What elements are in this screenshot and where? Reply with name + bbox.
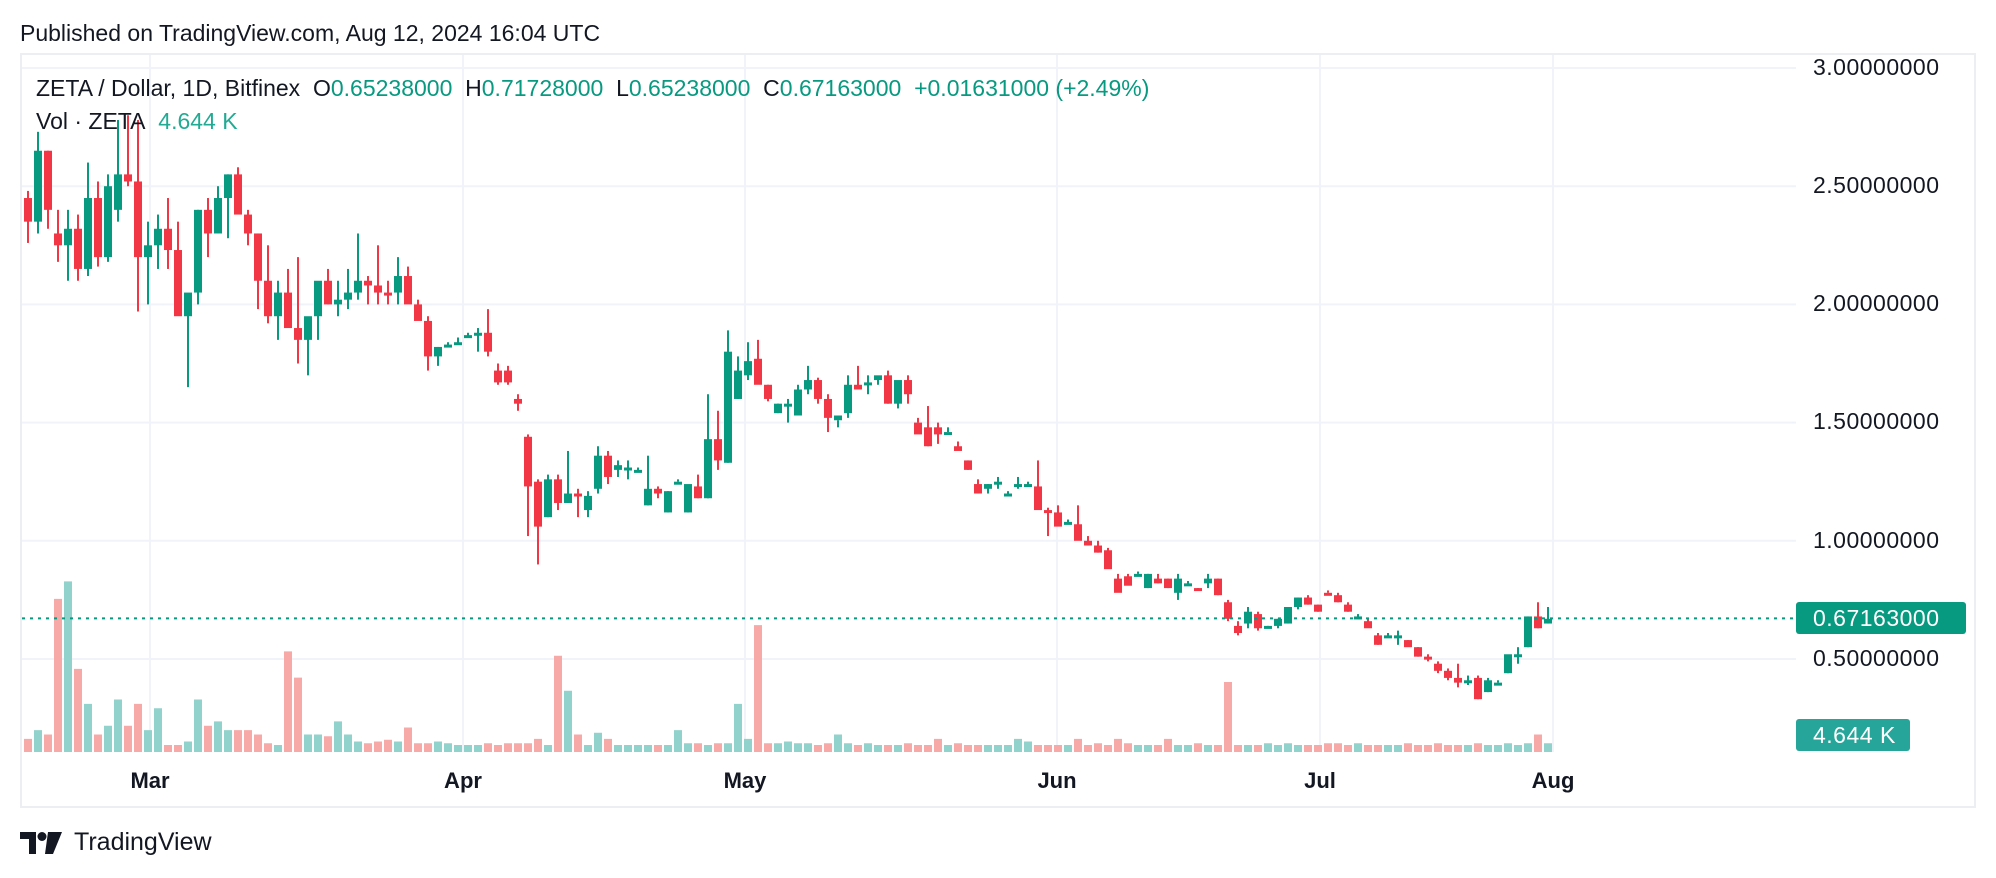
published-timestamp: Published on TradingView.com, Aug 12, 20… xyxy=(20,20,601,46)
close-value: 0.67163000 xyxy=(779,75,902,101)
tradingview-logo-icon xyxy=(20,831,62,854)
brand-name: TradingView xyxy=(74,828,212,856)
chart-panel[interactable] xyxy=(20,53,1976,808)
time-axis-label: May xyxy=(723,768,767,793)
price-axis-label: 3.00000000 xyxy=(1813,54,1940,80)
ohlc-legend: ZETA / Dollar, 1D, Bitfinex O0.65238000 … xyxy=(36,75,1149,102)
price-axis-label: 2.50000000 xyxy=(1813,172,1940,198)
volume-title[interactable]: Vol · ZETA xyxy=(36,108,146,134)
price-axis-label: 1.50000000 xyxy=(1813,408,1940,434)
high-label: H xyxy=(465,75,482,101)
time-axis-label: Jul xyxy=(1304,768,1336,793)
open-label: O xyxy=(312,75,331,101)
time-axis-label: Jun xyxy=(1037,768,1077,793)
close-label: C xyxy=(763,75,780,101)
low-value: 0.65238000 xyxy=(628,75,751,101)
time-axis-label: Mar xyxy=(130,768,170,793)
last-volume-tag: 4.644 K xyxy=(1796,719,1910,751)
change-value: +0.01631000 (+2.49%) xyxy=(914,75,1150,101)
price-candles xyxy=(24,115,1552,700)
low-label: L xyxy=(616,75,629,101)
volume-bars xyxy=(24,581,1552,752)
open-value: 0.65238000 xyxy=(330,75,453,101)
volume-legend: Vol · ZETA 4.644 K xyxy=(36,108,238,135)
price-axis-label: 1.00000000 xyxy=(1813,527,1940,553)
symbol-title[interactable]: ZETA / Dollar, 1D, Bitfinex xyxy=(36,75,301,101)
last-price-tag: 0.67163000 xyxy=(1796,602,1966,634)
chart-grid xyxy=(22,55,1796,752)
time-axis-label: Aug xyxy=(1531,768,1575,793)
price-axis-label: 2.00000000 xyxy=(1813,290,1940,316)
volume-value: 4.644 K xyxy=(158,108,238,134)
tradingview-brand[interactable]: TradingView xyxy=(20,828,212,857)
price-axis-label: 0.50000000 xyxy=(1813,645,1940,671)
high-value: 0.71728000 xyxy=(481,75,604,101)
time-axis-label: Apr xyxy=(444,768,482,793)
